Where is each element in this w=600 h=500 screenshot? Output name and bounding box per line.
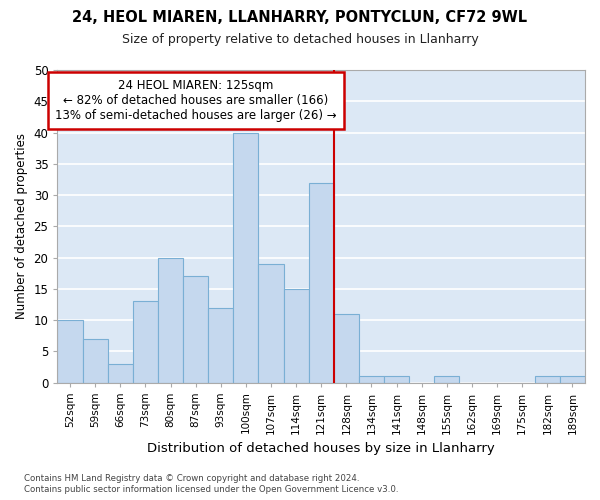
Bar (384, 376, 409, 382)
Bar (83, 339, 108, 382)
Bar (133, 302, 158, 382)
Text: Contains HM Land Registry data © Crown copyright and database right 2024.
Contai: Contains HM Land Registry data © Crown c… (24, 474, 398, 494)
Y-axis label: Number of detached properties: Number of detached properties (15, 134, 28, 320)
Bar (108, 364, 133, 382)
Text: 24 HEOL MIAREN: 125sqm
← 82% of detached houses are smaller (166)
13% of semi-de: 24 HEOL MIAREN: 125sqm ← 82% of detached… (55, 80, 337, 122)
Bar (208, 308, 233, 382)
Bar (183, 276, 208, 382)
Bar (158, 258, 183, 382)
Bar (58, 320, 83, 382)
Bar (359, 376, 384, 382)
Bar (233, 132, 259, 382)
Bar (308, 182, 334, 382)
Bar (535, 376, 560, 382)
X-axis label: Distribution of detached houses by size in Llanharry: Distribution of detached houses by size … (148, 442, 495, 455)
Text: Size of property relative to detached houses in Llanharry: Size of property relative to detached ho… (122, 32, 478, 46)
Bar (334, 314, 359, 382)
Bar (560, 376, 585, 382)
Bar (284, 289, 308, 382)
Bar (259, 264, 284, 382)
Text: 24, HEOL MIAREN, LLANHARRY, PONTYCLUN, CF72 9WL: 24, HEOL MIAREN, LLANHARRY, PONTYCLUN, C… (73, 10, 527, 25)
Bar (434, 376, 460, 382)
